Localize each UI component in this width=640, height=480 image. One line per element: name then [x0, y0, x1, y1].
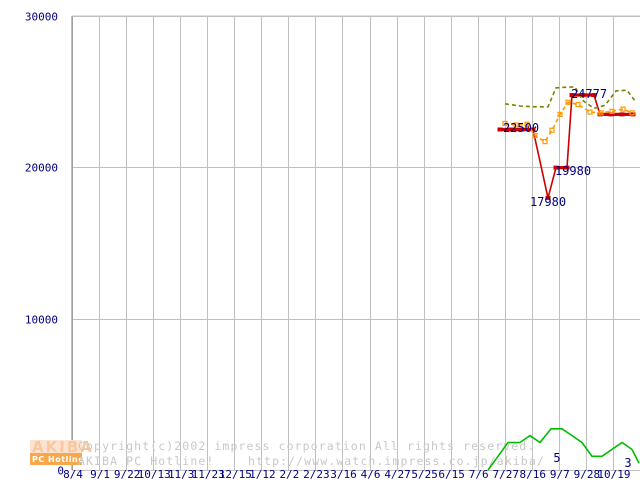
- x-tick-label: 2/23: [303, 468, 330, 480]
- x-tick-label: 5/25: [411, 468, 438, 480]
- x-tick-label: 7/27: [493, 468, 520, 480]
- data-series-group: [487, 86, 640, 471]
- x-tick-label: 3/16: [330, 468, 357, 480]
- series-marker: [557, 111, 563, 117]
- series-marker: [549, 127, 555, 133]
- series-marker: [598, 110, 604, 116]
- series-line-price-high-dashed: [504, 86, 637, 110]
- series-marker: [513, 122, 519, 128]
- series-marker: [575, 101, 581, 108]
- x-tick-label: 9/28: [574, 468, 601, 480]
- series-line-shop-count: [487, 428, 640, 471]
- copyright-line-2a: AKIBA PC Hotline!: [78, 454, 214, 468]
- series-marker: [542, 139, 548, 145]
- x-tick-label: 12/15: [219, 468, 252, 480]
- series-marker: [565, 99, 571, 105]
- series-marker: [609, 108, 615, 114]
- y-tick-label-group: 0 10000 20000 30000: [25, 11, 64, 478]
- series-marker: [620, 106, 626, 112]
- value-annotation: 24777: [571, 87, 607, 101]
- x-tick-label: 11/23: [192, 468, 225, 480]
- y-tick-label: 10000: [25, 314, 58, 327]
- akiba-logo-watermark: AKIBA PC Hotline!: [30, 438, 94, 465]
- x-tick-label: 8/4: [63, 468, 83, 480]
- value-annotation: 22500: [503, 121, 539, 135]
- x-tick-label: 4/6: [361, 468, 381, 480]
- x-tick-label: 8/16: [520, 468, 547, 480]
- copyright-line-1: Copyright(c)2002 impress corporation All…: [78, 439, 535, 453]
- series-marker: [629, 110, 635, 116]
- copyright-line-2b: http://www.watch.impress.co.jp/akiba/: [248, 454, 545, 468]
- value-annotation: 3: [624, 456, 631, 470]
- x-tick-label: 2/2: [279, 468, 299, 480]
- logo-sub-text: PC Hotline!: [32, 455, 88, 464]
- logo-main-text: AKIBA: [32, 438, 94, 456]
- series-marker: [524, 121, 530, 127]
- x-tick-label: 1/12: [249, 468, 276, 480]
- horizontal-gridlines: [72, 16, 640, 471]
- value-annotation-group: 22500 17980 19980 24777 5 3: [503, 87, 632, 470]
- series-marker: [587, 109, 593, 115]
- x-tick-label: 9/22: [114, 468, 141, 480]
- x-tick-label: 9/1: [90, 468, 110, 480]
- series-marker: [545, 195, 551, 200]
- x-tick-label: 7/6: [469, 468, 489, 480]
- vertical-gridlines: [72, 16, 614, 470]
- y-tick-label: 30000: [25, 11, 58, 24]
- x-tick-label: 4/27: [384, 468, 411, 480]
- x-tick-label: 11/3: [168, 468, 195, 480]
- x-tick-label: 10/13: [138, 468, 171, 480]
- y-tick-label: 0: [57, 465, 64, 478]
- x-tick-label: 10/19: [597, 468, 630, 480]
- value-annotation: 19980: [555, 164, 591, 178]
- x-tick-label: 9/7: [550, 468, 570, 480]
- series-marker: [502, 120, 508, 127]
- series-marker: [532, 132, 538, 139]
- y-tick-label: 20000: [25, 162, 58, 175]
- value-annotation: 5: [553, 451, 560, 465]
- value-annotation: 17980: [530, 195, 566, 209]
- x-tick-label: 6/15: [438, 468, 465, 480]
